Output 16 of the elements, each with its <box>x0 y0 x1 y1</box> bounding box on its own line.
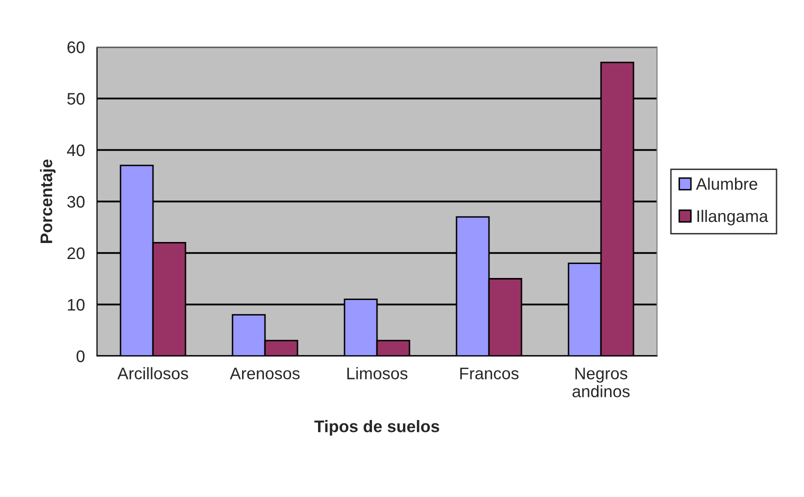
x-tick-label: Arcillosos <box>117 367 188 380</box>
y-tick-label: 20 <box>67 247 85 260</box>
y-axis-title: Porcentaje <box>40 159 56 243</box>
x-tick-label: Arenosos <box>230 368 300 380</box>
y-tick-label: 40 <box>67 144 85 156</box>
x-tick-label: Francos <box>460 368 519 380</box>
legend-label: Alumbre <box>696 178 758 190</box>
y-tick-label: 10 <box>68 298 85 311</box>
x-tick-label: Limosos <box>347 367 408 380</box>
y-tick-label: 30 <box>67 196 85 208</box>
legend-label: Illangama <box>697 210 768 226</box>
x-tick-label: Negros andinos <box>572 368 630 398</box>
y-tick-label: 50 <box>67 92 85 105</box>
y-tick-label: 0 <box>76 350 85 362</box>
y-tick-label: 60 <box>68 41 85 54</box>
x-axis-title: Tipos de suelos <box>314 420 440 436</box>
